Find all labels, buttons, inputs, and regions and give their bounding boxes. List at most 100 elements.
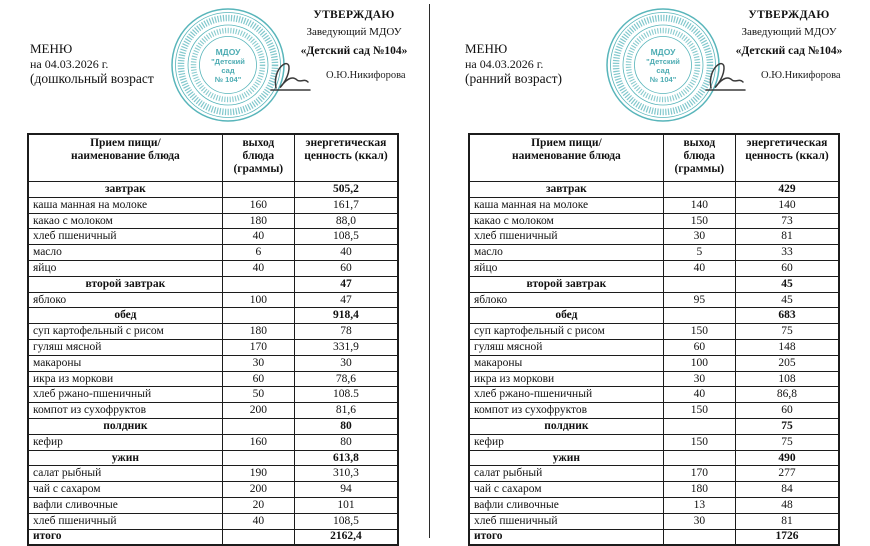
meal-section-row: полдник 80 [27, 417, 399, 435]
cell-weight: 13 [662, 496, 736, 514]
header-portion: выход блюда (граммы) [662, 133, 736, 182]
cell-energy: 30 [293, 354, 399, 372]
cell-name: салат рыбный [27, 465, 223, 483]
cell-name: вафли сливочные [468, 496, 664, 514]
dish-row: чай с сахаром 180 84 [468, 481, 840, 498]
cell-name: обед [468, 307, 664, 325]
cell-weight: 30 [662, 370, 736, 388]
meal-section-row: обед 683 [468, 307, 840, 325]
signature-row: О.Ю.Никифорова [701, 52, 866, 98]
dish-row: какао с молоком 150 73 [468, 212, 840, 230]
signature-icon [270, 62, 311, 91]
dish-row: макароны 30 30 [27, 354, 399, 372]
cell-name: хлеб пшеничный [27, 228, 223, 246]
cell-energy: 78,6 [293, 370, 399, 388]
page-divider-line [429, 4, 430, 538]
cell-name: полдник [468, 417, 664, 435]
stamp-text-line1: МДОУ [651, 47, 677, 57]
cell-name: какао с молоком [27, 212, 223, 230]
cell-energy: 88,0 [293, 212, 399, 230]
cell-energy: 81 [734, 228, 840, 246]
meal-section-row: второй завтрак 45 [468, 275, 840, 293]
cell-weight: 150 [662, 323, 736, 340]
cell-energy: 310,3 [293, 465, 399, 483]
dish-row: суп картофельный с рисом 180 78 [27, 323, 399, 340]
cell-energy: 108.5 [293, 386, 399, 404]
cell-weight: 140 [662, 196, 736, 214]
cell-name: второй завтрак [468, 275, 664, 293]
stamp-text-line2: "Детский [211, 57, 245, 66]
approval-block: УТВЕРЖДАЮ Заведующий МДОУ «Детский сад №… [279, 6, 429, 60]
cell-weight: 170 [662, 465, 736, 483]
cell-name: яблоко [468, 291, 664, 309]
cell-energy: 80 [293, 417, 399, 435]
cell-name: хлеб пшеничный [468, 228, 664, 246]
menu-date: на 04.03.2026 г. [30, 56, 109, 71]
cell-weight: 40 [221, 512, 295, 530]
cell-energy: 505,2 [293, 181, 399, 198]
dish-row: яблоко 95 45 [468, 291, 840, 309]
cell-energy: 490 [734, 449, 840, 467]
dish-row: хлеб пшеничный 30 81 [468, 228, 840, 246]
dish-row: гуляш мясной 170 331,9 [27, 338, 399, 356]
cell-energy: 108 [734, 370, 840, 388]
cell-weight [662, 307, 736, 325]
cell-name: икра из моркови [468, 370, 664, 388]
dish-row: яблоко 100 47 [27, 291, 399, 309]
dish-row: каша манная на молоке 140 140 [468, 196, 840, 214]
header-meal-dish: Прием пищи/ наименование блюда [27, 133, 223, 182]
cell-weight [221, 417, 295, 435]
header-meal-dish: Прием пищи/ наименование блюда [468, 133, 664, 182]
cell-weight [662, 528, 736, 546]
cell-energy: 47 [293, 291, 399, 309]
dish-row: компот из сухофруктов 150 60 [468, 402, 840, 419]
cell-name: кефир [27, 433, 223, 451]
cell-name: макароны [27, 354, 223, 372]
cell-energy: 33 [734, 244, 840, 261]
dish-row: икра из моркови 30 108 [468, 370, 840, 388]
cell-name: итого [27, 528, 223, 546]
cell-weight: 60 [221, 370, 295, 388]
cell-weight [221, 528, 295, 546]
cell-weight [221, 275, 295, 293]
cell-energy: 60 [293, 259, 399, 277]
cell-energy: 108,5 [293, 228, 399, 246]
cell-weight [221, 181, 295, 198]
header-energy: энергетическая ценность (ккал) [734, 133, 840, 182]
cell-weight: 100 [662, 354, 736, 372]
cell-name: гуляш мясной [27, 338, 223, 356]
cell-name: макароны [468, 354, 664, 372]
approval-line: Заведующий МДОУ [741, 26, 837, 39]
dish-row: масло 6 40 [27, 244, 399, 261]
cell-weight: 5 [662, 244, 736, 261]
cell-name: завтрак [468, 181, 664, 198]
signature-row: О.Ю.Никифорова [266, 52, 431, 98]
cell-weight: 160 [221, 433, 295, 451]
header-portion: выход блюда (граммы) [221, 133, 295, 182]
cell-energy: 75 [734, 323, 840, 340]
cell-weight: 180 [662, 481, 736, 498]
cell-name: компот из сухофруктов [27, 402, 223, 419]
menu-heading: МЕНЮ на 04.03.2026 г. (дошкольный возрас… [30, 41, 154, 88]
cell-weight: 100 [221, 291, 295, 309]
meal-section-row: завтрак 505,2 [27, 181, 399, 198]
cell-weight: 170 [221, 338, 295, 356]
approval-line: УТВЕРЖДАЮ [313, 9, 395, 21]
cell-energy: 78 [293, 323, 399, 340]
dish-row: вафли сливочные 20 101 [27, 496, 399, 514]
dish-row: какао с молоком 180 88,0 [27, 212, 399, 230]
cell-weight: 180 [221, 323, 295, 340]
dish-row: икра из моркови 60 78,6 [27, 370, 399, 388]
cell-energy: 1726 [734, 528, 840, 546]
dish-row: кефир 150 75 [468, 433, 840, 451]
cell-energy: 613,8 [293, 449, 399, 467]
cell-name: яйцо [27, 259, 223, 277]
cell-weight [662, 417, 736, 435]
cell-name: ужин [27, 449, 223, 467]
cell-name: ужин [468, 449, 664, 467]
cell-energy: 48 [734, 496, 840, 514]
stamp-text-line2: "Детский [646, 57, 680, 66]
cell-name: масло [27, 244, 223, 261]
menu-age-group: (ранний возраст) [465, 71, 563, 87]
